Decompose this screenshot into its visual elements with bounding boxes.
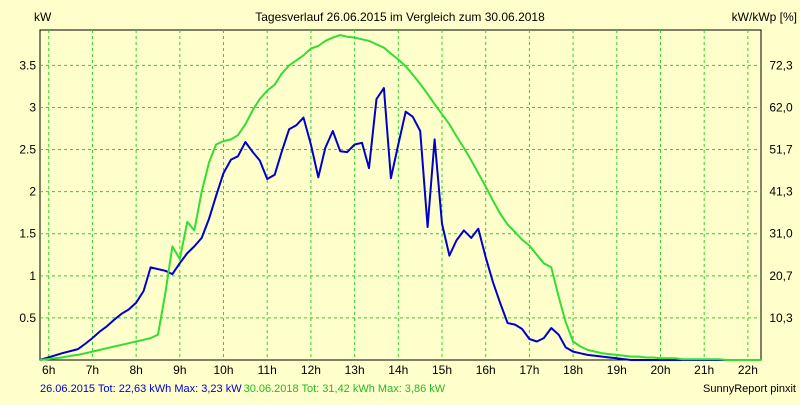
legend-series-2015: 26.06.2015 Tot: 22,63 kWh Max: 3,23 kW bbox=[40, 383, 242, 395]
x-tick-label: 20h bbox=[650, 363, 670, 377]
x-tick-label: 13h bbox=[345, 363, 365, 377]
legend-series-2018: 30.06.2018 Tot: 31,42 kWh Max: 3,86 kW bbox=[244, 383, 446, 395]
x-tick-label: 16h bbox=[476, 363, 496, 377]
y-right-tick-label: 72,3 bbox=[769, 58, 793, 72]
grid bbox=[40, 30, 761, 360]
x-tick-label: 7h bbox=[86, 363, 99, 377]
y-right-tick-label: 10,3 bbox=[769, 311, 793, 325]
x-tick-label: 18h bbox=[563, 363, 583, 377]
x-tick-label: 14h bbox=[388, 363, 408, 377]
y-tick-label: 2.5 bbox=[19, 143, 36, 157]
x-tick-label: 12h bbox=[301, 363, 321, 377]
x-tick-label: 9h bbox=[173, 363, 186, 377]
footer-credit: SunnyReport pinxit bbox=[703, 383, 796, 395]
y-right-tick-label: 20,7 bbox=[769, 269, 793, 283]
x-tick-label: 8h bbox=[129, 363, 142, 377]
series-line-2015 bbox=[39, 87, 761, 361]
legend: 26.06.2015 Tot: 22,63 kWh Max: 3,23 kW 3… bbox=[40, 383, 446, 395]
y-right-tick-label: 31,0 bbox=[769, 227, 793, 241]
y-tick-label: 1 bbox=[29, 269, 36, 283]
x-tick-label: 11h bbox=[258, 363, 277, 377]
x-tick-label: 21h bbox=[694, 363, 714, 377]
y-axis-right-label: kW/kWp [%] bbox=[732, 10, 797, 24]
y-tick-label: 3.5 bbox=[19, 58, 36, 72]
y-axis-label: kW bbox=[34, 10, 52, 24]
x-tick-label: 19h bbox=[607, 363, 627, 377]
x-tick-label: 15h bbox=[432, 363, 452, 377]
series-line-2018 bbox=[39, 34, 761, 361]
x-tick-label: 17h bbox=[519, 363, 539, 377]
tick-labels: 6h 7h 8h 9h 10h 11h 12h 13h 14h 15h 16h 17h 18h 19h 20… bbox=[19, 58, 793, 377]
y-tick-label: 1.5 bbox=[19, 227, 36, 241]
series-layer bbox=[39, 34, 761, 361]
y-right-tick-label: 41,3 bbox=[769, 185, 793, 199]
x-tick-label: 22h bbox=[738, 363, 758, 377]
chart-title: Tagesverlauf 26.06.2015 im Vergleich zum… bbox=[255, 10, 545, 24]
y-tick-label: 3 bbox=[29, 100, 36, 114]
y-tick-label: 2 bbox=[29, 185, 36, 199]
y-right-tick-label: 51,7 bbox=[769, 143, 793, 157]
x-tick-label: 10h bbox=[214, 363, 234, 377]
plot-area bbox=[39, 29, 762, 361]
x-tick-label: 6h bbox=[42, 363, 55, 377]
y-tick-label: 0.5 bbox=[19, 311, 36, 325]
y-right-tick-label: 62,0 bbox=[769, 100, 793, 114]
